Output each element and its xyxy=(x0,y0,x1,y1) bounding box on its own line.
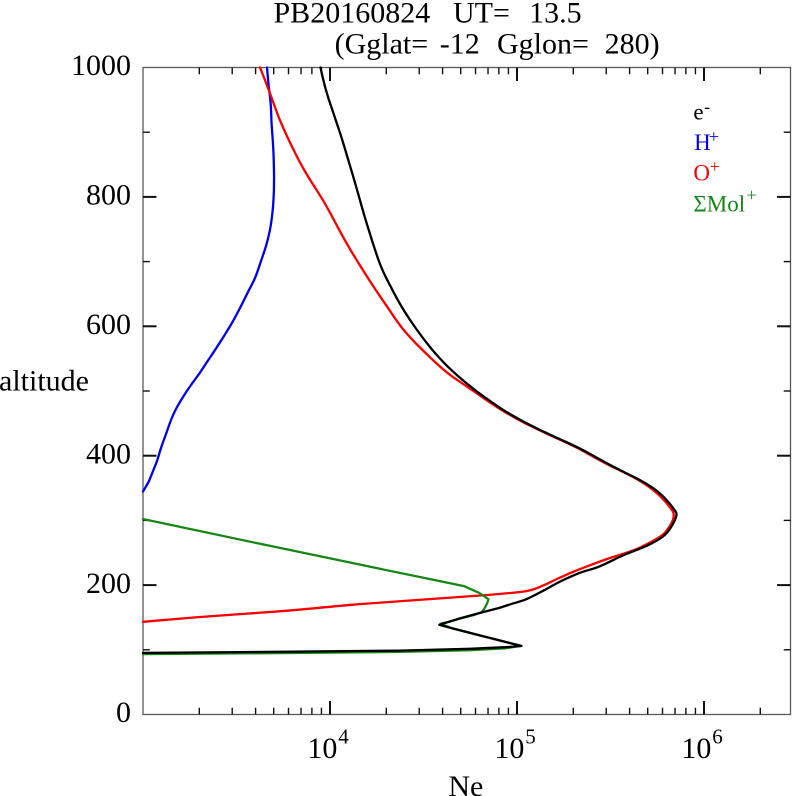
svg-text:O: O xyxy=(693,161,710,186)
svg-text:altitude: altitude xyxy=(0,364,89,397)
svg-text:+: + xyxy=(709,127,719,147)
svg-text:4: 4 xyxy=(338,724,349,748)
svg-text:-12: -12 xyxy=(440,27,480,60)
svg-text:1000: 1000 xyxy=(71,49,131,82)
svg-text:PB20160824: PB20160824 xyxy=(274,0,431,30)
svg-text:800: 800 xyxy=(86,179,131,212)
svg-text:0: 0 xyxy=(116,696,131,729)
svg-text:H: H xyxy=(694,130,711,155)
svg-text:10: 10 xyxy=(307,732,337,765)
svg-text:600: 600 xyxy=(86,308,131,341)
svg-text:e: e xyxy=(693,99,703,124)
svg-text:10: 10 xyxy=(494,732,524,765)
svg-text:13.5: 13.5 xyxy=(529,0,582,30)
svg-text:-: - xyxy=(704,97,710,117)
svg-text:6: 6 xyxy=(712,724,723,748)
svg-text:ΣMol: ΣMol xyxy=(693,191,745,216)
svg-text:200: 200 xyxy=(86,567,131,600)
svg-text:+: + xyxy=(747,185,757,205)
svg-text:5: 5 xyxy=(525,724,536,748)
svg-text:280): 280) xyxy=(605,27,660,60)
svg-text:UT=: UT= xyxy=(453,0,510,30)
svg-text:(Gglat=: (Gglat= xyxy=(335,27,429,60)
svg-text:10: 10 xyxy=(681,732,711,765)
svg-text:+: + xyxy=(710,156,720,176)
svg-text:Gglon=: Gglon= xyxy=(497,27,589,60)
svg-text:Ne: Ne xyxy=(448,770,483,796)
svg-text:400: 400 xyxy=(86,437,131,470)
